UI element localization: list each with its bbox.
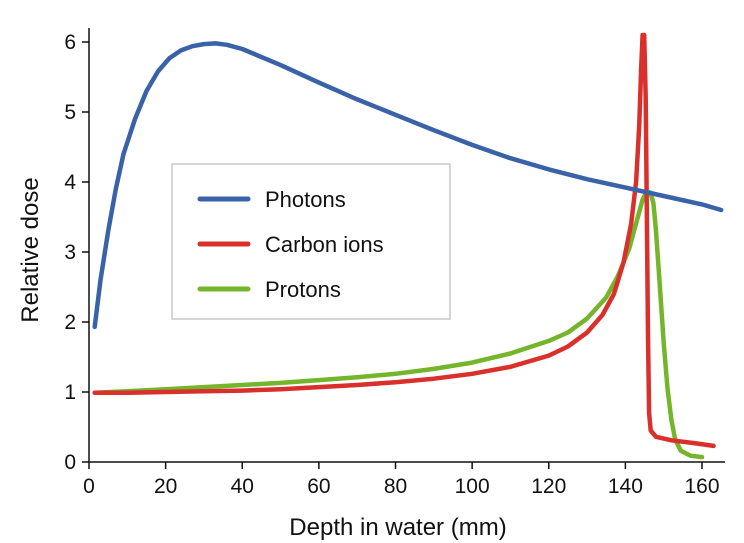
x-tick-label: 40 xyxy=(231,475,254,498)
legend-label-photons: Photons xyxy=(265,187,346,212)
x-tick-label: 120 xyxy=(531,475,566,498)
y-tick-label: 0 xyxy=(64,451,76,474)
series-line-carbon-ions xyxy=(92,32,716,449)
x-tick-label: 80 xyxy=(384,475,407,498)
series-line-photons xyxy=(92,41,724,330)
x-tick-label: 140 xyxy=(608,475,643,498)
y-tick-label: 1 xyxy=(64,381,76,404)
x-tick-label: 20 xyxy=(154,475,177,498)
x-tick-label: 60 xyxy=(307,475,330,498)
axes: 0 20 40 60 80 100 120 140 160 0 1 2 3 4 5 6 xyxy=(64,28,725,498)
legend: Photons Carbon ions Protons xyxy=(171,163,451,320)
y-tick-label: 5 xyxy=(64,101,76,124)
y-tick-label: 4 xyxy=(64,171,76,194)
y-tick-label: 3 xyxy=(64,241,76,264)
series-line-protons xyxy=(92,190,705,460)
y-tick-label: 2 xyxy=(64,311,76,334)
x-tick-label: 160 xyxy=(684,475,719,498)
x-tick-label: 0 xyxy=(83,475,95,498)
x-axis-title: Depth in water (mm) xyxy=(289,514,506,541)
series-layer xyxy=(92,32,724,460)
legend-label-carbon-ions: Carbon ions xyxy=(265,232,384,257)
y-tick-label: 6 xyxy=(64,31,76,54)
legend-label-protons: Protons xyxy=(265,277,341,302)
y-axis-title: Relative dose xyxy=(17,177,44,322)
x-tick-label: 100 xyxy=(455,475,490,498)
